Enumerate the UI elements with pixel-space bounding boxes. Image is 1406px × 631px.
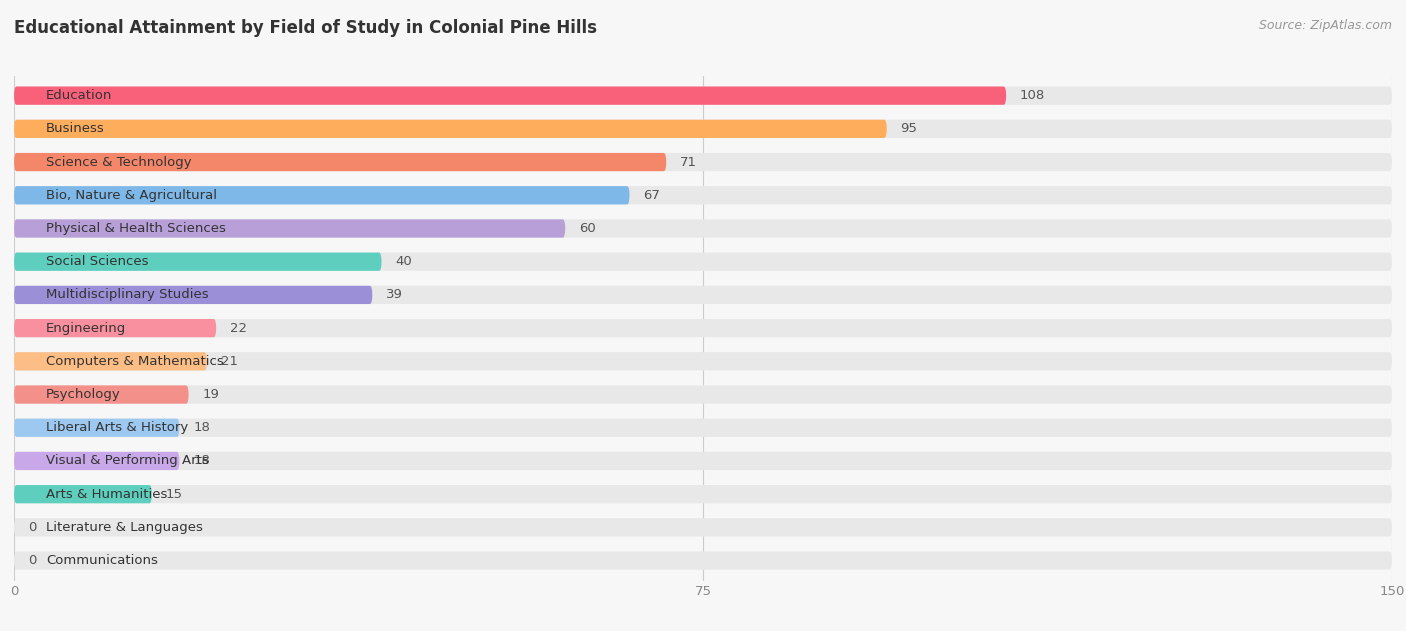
FancyBboxPatch shape — [14, 386, 188, 404]
Text: 15: 15 — [166, 488, 183, 500]
Text: Social Sciences: Social Sciences — [46, 255, 149, 268]
Text: Computers & Mathematics: Computers & Mathematics — [46, 355, 224, 368]
Text: 39: 39 — [387, 288, 404, 302]
Text: Source: ZipAtlas.com: Source: ZipAtlas.com — [1258, 19, 1392, 32]
FancyBboxPatch shape — [14, 518, 1392, 536]
FancyBboxPatch shape — [14, 120, 1392, 138]
Text: 21: 21 — [221, 355, 238, 368]
Text: Multidisciplinary Studies: Multidisciplinary Studies — [46, 288, 209, 302]
FancyBboxPatch shape — [14, 418, 1392, 437]
Text: 18: 18 — [193, 454, 209, 468]
Text: 95: 95 — [900, 122, 917, 136]
FancyBboxPatch shape — [14, 153, 666, 171]
FancyBboxPatch shape — [14, 485, 152, 504]
FancyBboxPatch shape — [14, 319, 217, 337]
FancyBboxPatch shape — [14, 186, 630, 204]
FancyBboxPatch shape — [14, 153, 1392, 171]
Text: 108: 108 — [1019, 89, 1045, 102]
FancyBboxPatch shape — [14, 252, 1392, 271]
FancyBboxPatch shape — [14, 186, 1392, 204]
FancyBboxPatch shape — [14, 319, 1392, 337]
Text: Psychology: Psychology — [46, 388, 121, 401]
FancyBboxPatch shape — [14, 452, 1392, 470]
Text: Engineering: Engineering — [46, 322, 127, 334]
FancyBboxPatch shape — [14, 551, 1392, 570]
Text: 0: 0 — [28, 521, 37, 534]
FancyBboxPatch shape — [14, 286, 373, 304]
FancyBboxPatch shape — [14, 286, 1392, 304]
Text: 71: 71 — [681, 156, 697, 168]
FancyBboxPatch shape — [14, 220, 1392, 238]
FancyBboxPatch shape — [14, 352, 207, 370]
Text: 67: 67 — [644, 189, 661, 202]
FancyBboxPatch shape — [14, 86, 1007, 105]
Text: Physical & Health Sciences: Physical & Health Sciences — [46, 222, 226, 235]
Text: 60: 60 — [579, 222, 596, 235]
FancyBboxPatch shape — [14, 252, 381, 271]
FancyBboxPatch shape — [14, 220, 565, 238]
Text: Arts & Humanities: Arts & Humanities — [46, 488, 167, 500]
FancyBboxPatch shape — [14, 418, 180, 437]
Text: 19: 19 — [202, 388, 219, 401]
Text: Educational Attainment by Field of Study in Colonial Pine Hills: Educational Attainment by Field of Study… — [14, 19, 598, 37]
Text: Education: Education — [46, 89, 112, 102]
Text: Business: Business — [46, 122, 105, 136]
FancyBboxPatch shape — [14, 452, 180, 470]
Text: 18: 18 — [193, 422, 209, 434]
Text: Communications: Communications — [46, 554, 157, 567]
FancyBboxPatch shape — [14, 352, 1392, 370]
FancyBboxPatch shape — [14, 386, 1392, 404]
FancyBboxPatch shape — [14, 120, 887, 138]
FancyBboxPatch shape — [14, 485, 1392, 504]
Text: Science & Technology: Science & Technology — [46, 156, 191, 168]
Text: 22: 22 — [231, 322, 247, 334]
Text: 40: 40 — [395, 255, 412, 268]
FancyBboxPatch shape — [14, 86, 1392, 105]
Text: Literature & Languages: Literature & Languages — [46, 521, 202, 534]
Text: Bio, Nature & Agricultural: Bio, Nature & Agricultural — [46, 189, 217, 202]
Text: 0: 0 — [28, 554, 37, 567]
Text: Liberal Arts & History: Liberal Arts & History — [46, 422, 188, 434]
Text: Visual & Performing Arts: Visual & Performing Arts — [46, 454, 209, 468]
